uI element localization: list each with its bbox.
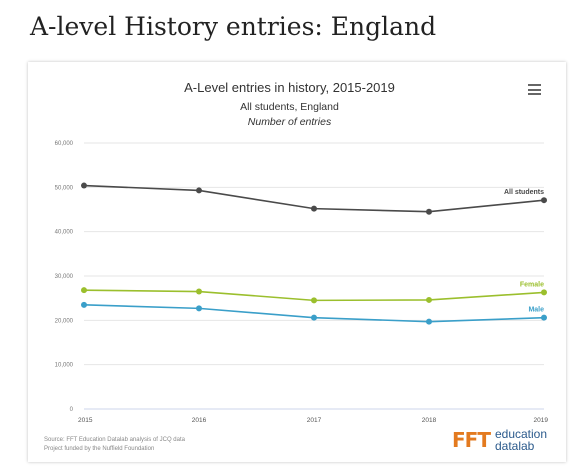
- data-point: [311, 297, 317, 304]
- x-tick-label: 2015: [78, 417, 93, 424]
- chart-ylabel: Number of entries: [247, 116, 332, 128]
- chart-card: [28, 62, 566, 462]
- data-point: [541, 289, 547, 296]
- y-tick-label: 10,000: [55, 363, 74, 369]
- data-point: [426, 208, 432, 215]
- data-point: [81, 182, 87, 189]
- education-datalab-logo: FFT education datalab: [452, 428, 547, 452]
- x-tick-label: 2019: [534, 417, 549, 424]
- y-tick-label: 30,000: [55, 274, 74, 280]
- chart-title: A-Level entries in history, 2015-2019: [184, 80, 395, 95]
- data-point: [81, 287, 87, 294]
- x-tick-label: 2017: [307, 417, 322, 424]
- fft-logo-mark: FFT: [452, 428, 491, 452]
- y-tick-label: 40,000: [55, 230, 74, 236]
- data-point: [311, 205, 317, 212]
- chart-subtitle: All students, England: [240, 101, 339, 113]
- data-point: [426, 296, 432, 303]
- data-point: [196, 187, 202, 194]
- series-end-label: Female: [520, 281, 544, 288]
- source-note: Source: FFT Education Datalab analysis o…: [44, 437, 185, 443]
- y-tick-label: 50,000: [55, 185, 74, 191]
- y-tick-label: 20,000: [55, 318, 74, 324]
- funding-note: Project funded by the Nuffield Foundatio…: [44, 446, 155, 452]
- series-end-label: All students: [504, 189, 544, 196]
- data-point: [81, 301, 87, 308]
- logo-text-line1: education: [494, 427, 548, 441]
- logo-text-line2: datalab: [494, 439, 535, 453]
- data-point: [196, 305, 202, 312]
- series-end-label: Male: [528, 307, 544, 314]
- data-point: [311, 314, 317, 321]
- data-point: [196, 288, 202, 295]
- hamburger-menu-icon[interactable]: [528, 84, 541, 95]
- y-tick-label: 60,000: [55, 141, 74, 147]
- data-point: [541, 197, 547, 204]
- data-point: [541, 314, 547, 321]
- x-tick-label: 2016: [192, 417, 207, 424]
- y-tick-label: 0: [70, 407, 74, 413]
- x-tick-label: 2018: [422, 417, 437, 424]
- page-heading: A-level History entries: England: [30, 12, 437, 41]
- data-point: [426, 318, 432, 325]
